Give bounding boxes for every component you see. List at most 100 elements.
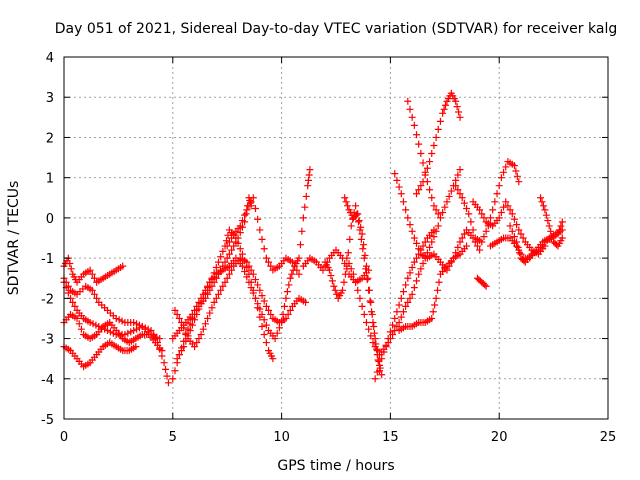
data-point [447,187,455,195]
data-point [225,250,233,258]
data-point [360,241,368,249]
data-point [175,314,183,322]
data-point [260,245,268,253]
data-point [406,269,414,277]
data-point [491,198,499,206]
series-5 [60,274,164,343]
data-point [298,227,306,235]
data-point [513,221,521,229]
data-point [510,233,518,241]
data-point [458,194,466,202]
data-point [352,278,360,286]
data-point [393,308,401,316]
data-point [90,290,98,298]
data-point [500,168,508,176]
data-point [393,176,401,184]
data-point [465,210,473,218]
data-point [434,222,442,230]
x-tick-label: 15 [382,430,399,445]
data-point [413,277,421,285]
data-point [223,274,231,282]
data-point [404,97,412,105]
data-point [214,258,222,266]
data-point [365,325,373,333]
data-point [463,242,471,250]
data-point [180,324,188,332]
data-point [430,226,438,234]
data-point [243,273,251,281]
data-point [241,211,249,219]
data-point [328,277,336,285]
data-point [413,131,421,139]
data-point [191,306,199,314]
data-point [558,218,566,226]
data-point [340,278,348,286]
data-point [453,103,461,111]
data-point [456,113,464,121]
data-point [64,282,72,290]
data-point [249,194,257,202]
data-point [406,294,414,302]
series-12 [321,202,386,379]
y-tick-label: 3 [46,91,54,106]
data-point [378,355,386,363]
data-point [66,259,74,267]
data-point [228,246,236,254]
data-point [541,206,549,214]
data-point [506,206,514,214]
data-point [260,331,268,339]
data-point [463,205,471,213]
data-point [296,241,304,249]
data-point [378,371,386,379]
data-point [225,238,233,246]
data-point [197,331,205,339]
data-point [537,194,545,202]
data-point [516,249,524,257]
data-point [478,210,486,218]
data-point [434,286,442,294]
data-point [230,242,238,250]
data-point [358,230,366,238]
data-point [278,318,286,326]
data-point [171,306,179,314]
data-point [242,210,250,218]
data-point [305,171,313,179]
data-point [256,286,264,294]
data-point [243,258,251,266]
data-point [515,178,523,186]
data-point [480,233,488,241]
data-point [417,265,425,273]
data-point [86,266,94,274]
data-point [304,176,312,184]
data-point [373,368,381,376]
data-point [169,375,177,383]
data-point [275,324,283,332]
data-point [225,270,233,278]
y-tick-label: 0 [46,212,54,227]
data-point [178,347,186,355]
data-point [502,198,510,206]
data-point [204,284,212,292]
data-point [442,101,450,109]
data-point [513,172,521,180]
data-point [517,230,525,238]
data-point [262,302,270,310]
data-point [67,265,75,273]
data-point [267,310,275,318]
data-point [419,259,427,267]
data-point [519,234,527,242]
data-point [435,278,443,286]
data-point [219,282,227,290]
data-point [260,316,268,324]
data-point [288,258,296,266]
data-point [163,372,171,380]
series-8 [171,254,310,351]
data-point [171,367,179,375]
data-point [212,263,220,271]
chart-title: Day 051 of 2021, Sidereal Day-to-day VTE… [55,21,617,37]
data-point [452,182,460,190]
data-point [325,266,333,274]
data-point [299,214,307,222]
series-2 [60,310,166,355]
data-point [251,294,259,302]
